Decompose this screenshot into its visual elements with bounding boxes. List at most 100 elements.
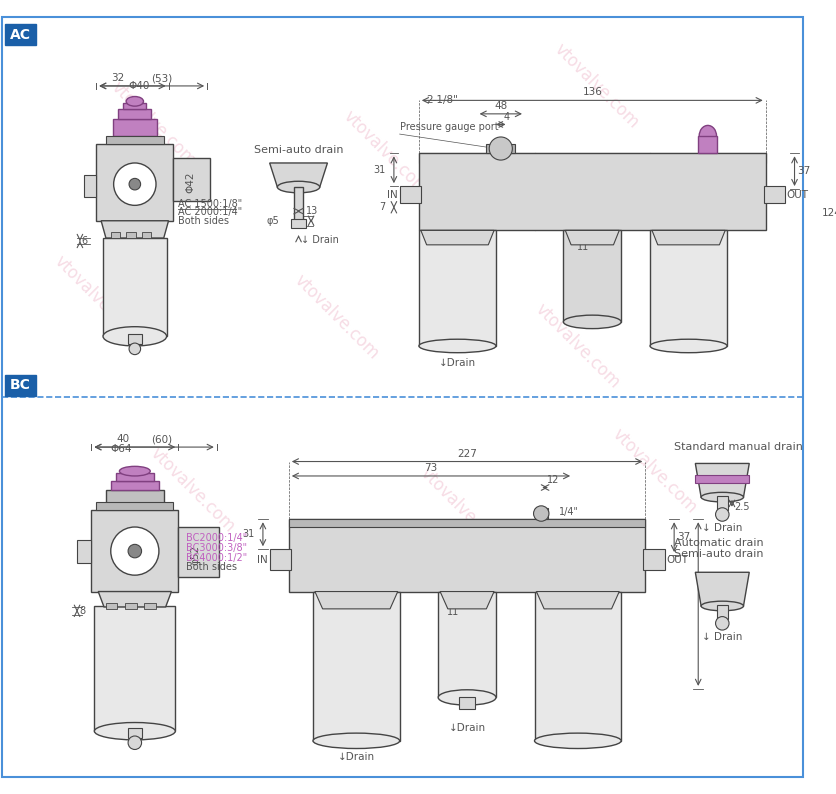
Text: vtovalve.com: vtovalve.com	[50, 252, 142, 344]
Text: 124: 124	[822, 208, 836, 218]
Bar	[125, 603, 137, 609]
Text: φ52: φ52	[191, 545, 201, 565]
Circle shape	[128, 545, 141, 558]
Bar	[173, 158, 210, 202]
Polygon shape	[696, 464, 749, 497]
Bar	[460, 697, 475, 709]
Bar	[716, 605, 728, 619]
Text: vtovalve.com: vtovalve.com	[339, 107, 431, 199]
Bar	[291, 219, 306, 229]
Bar	[128, 334, 141, 344]
Text: AC 2000:1/4": AC 2000:1/4"	[178, 207, 242, 217]
Bar	[103, 238, 166, 337]
Bar	[419, 230, 496, 346]
Ellipse shape	[699, 125, 716, 147]
Circle shape	[716, 507, 729, 521]
Text: AC 1500:1/8": AC 1500:1/8"	[178, 199, 242, 209]
Text: 8: 8	[79, 606, 85, 616]
Text: 11: 11	[577, 242, 589, 252]
Circle shape	[129, 343, 140, 355]
Text: BC4000:1/2": BC4000:1/2"	[186, 553, 247, 563]
Bar	[419, 153, 766, 163]
Bar	[313, 592, 400, 741]
Polygon shape	[421, 230, 494, 245]
Ellipse shape	[563, 315, 621, 329]
Bar	[106, 603, 118, 609]
Bar	[77, 540, 91, 563]
Bar	[141, 233, 151, 238]
Bar	[764, 186, 785, 203]
Bar	[145, 603, 156, 609]
Ellipse shape	[126, 97, 144, 106]
Text: 11: 11	[446, 607, 459, 617]
Bar	[293, 187, 303, 221]
Ellipse shape	[701, 601, 743, 611]
Bar	[96, 502, 173, 510]
Bar	[270, 549, 291, 570]
Bar	[716, 496, 728, 510]
Bar	[419, 153, 766, 230]
Text: Semi-auto drain: Semi-auto drain	[254, 145, 344, 156]
Ellipse shape	[438, 690, 496, 705]
Text: Both sides: Both sides	[178, 216, 229, 225]
Text: BC: BC	[10, 379, 31, 392]
Text: 227: 227	[457, 449, 477, 459]
Text: BC2000:1/4": BC2000:1/4"	[186, 534, 247, 543]
Ellipse shape	[534, 733, 621, 749]
Text: 7: 7	[379, 202, 385, 212]
Bar	[650, 230, 727, 346]
Bar	[534, 507, 548, 519]
Bar	[84, 175, 96, 197]
Text: Standard manual drain: Standard manual drain	[674, 442, 803, 452]
Text: ↓Drain: ↓Drain	[449, 723, 486, 733]
Text: 37: 37	[798, 166, 811, 175]
Text: 2.5: 2.5	[734, 502, 749, 512]
Ellipse shape	[701, 492, 743, 502]
Circle shape	[716, 617, 729, 630]
Text: Both sides: Both sides	[186, 562, 237, 572]
Text: AC: AC	[10, 28, 31, 42]
Ellipse shape	[419, 339, 496, 353]
Circle shape	[114, 163, 156, 206]
Bar	[119, 109, 151, 118]
Text: BC3000:3/8": BC3000:3/8"	[186, 543, 247, 553]
Bar	[128, 728, 141, 738]
Text: (60): (60)	[151, 434, 172, 444]
Ellipse shape	[278, 181, 319, 193]
Bar	[289, 519, 645, 592]
Text: OUT: OUT	[787, 190, 808, 200]
Bar	[126, 233, 135, 238]
Text: 1/4": 1/4"	[558, 507, 579, 517]
Ellipse shape	[103, 326, 166, 346]
Text: vtovalve.com: vtovalve.com	[416, 464, 508, 556]
Text: 31: 31	[373, 164, 385, 175]
Circle shape	[129, 179, 140, 190]
Text: 136: 136	[583, 87, 602, 98]
Polygon shape	[99, 592, 171, 607]
Text: IN: IN	[257, 555, 268, 565]
Ellipse shape	[313, 733, 400, 749]
Text: Φ42: Φ42	[186, 172, 196, 193]
Bar	[563, 230, 621, 322]
Text: ↓ Drain: ↓ Drain	[302, 235, 339, 245]
Bar	[289, 519, 645, 527]
Bar	[178, 527, 219, 577]
Bar	[534, 592, 621, 741]
Bar	[644, 549, 665, 570]
Bar	[106, 136, 164, 144]
Bar	[487, 144, 515, 153]
Text: 2-1/8": 2-1/8"	[426, 95, 458, 105]
Text: 32: 32	[111, 73, 125, 83]
Text: 40: 40	[117, 434, 130, 444]
Text: vtovalve.com: vtovalve.com	[532, 300, 624, 392]
Ellipse shape	[94, 723, 176, 740]
Bar	[106, 491, 164, 505]
Polygon shape	[270, 163, 328, 187]
Ellipse shape	[650, 339, 727, 353]
Polygon shape	[537, 592, 619, 609]
Ellipse shape	[120, 466, 150, 476]
Bar	[110, 233, 120, 238]
Text: 73: 73	[425, 463, 437, 473]
Text: 31: 31	[242, 530, 254, 539]
Text: (53): (53)	[150, 73, 172, 83]
